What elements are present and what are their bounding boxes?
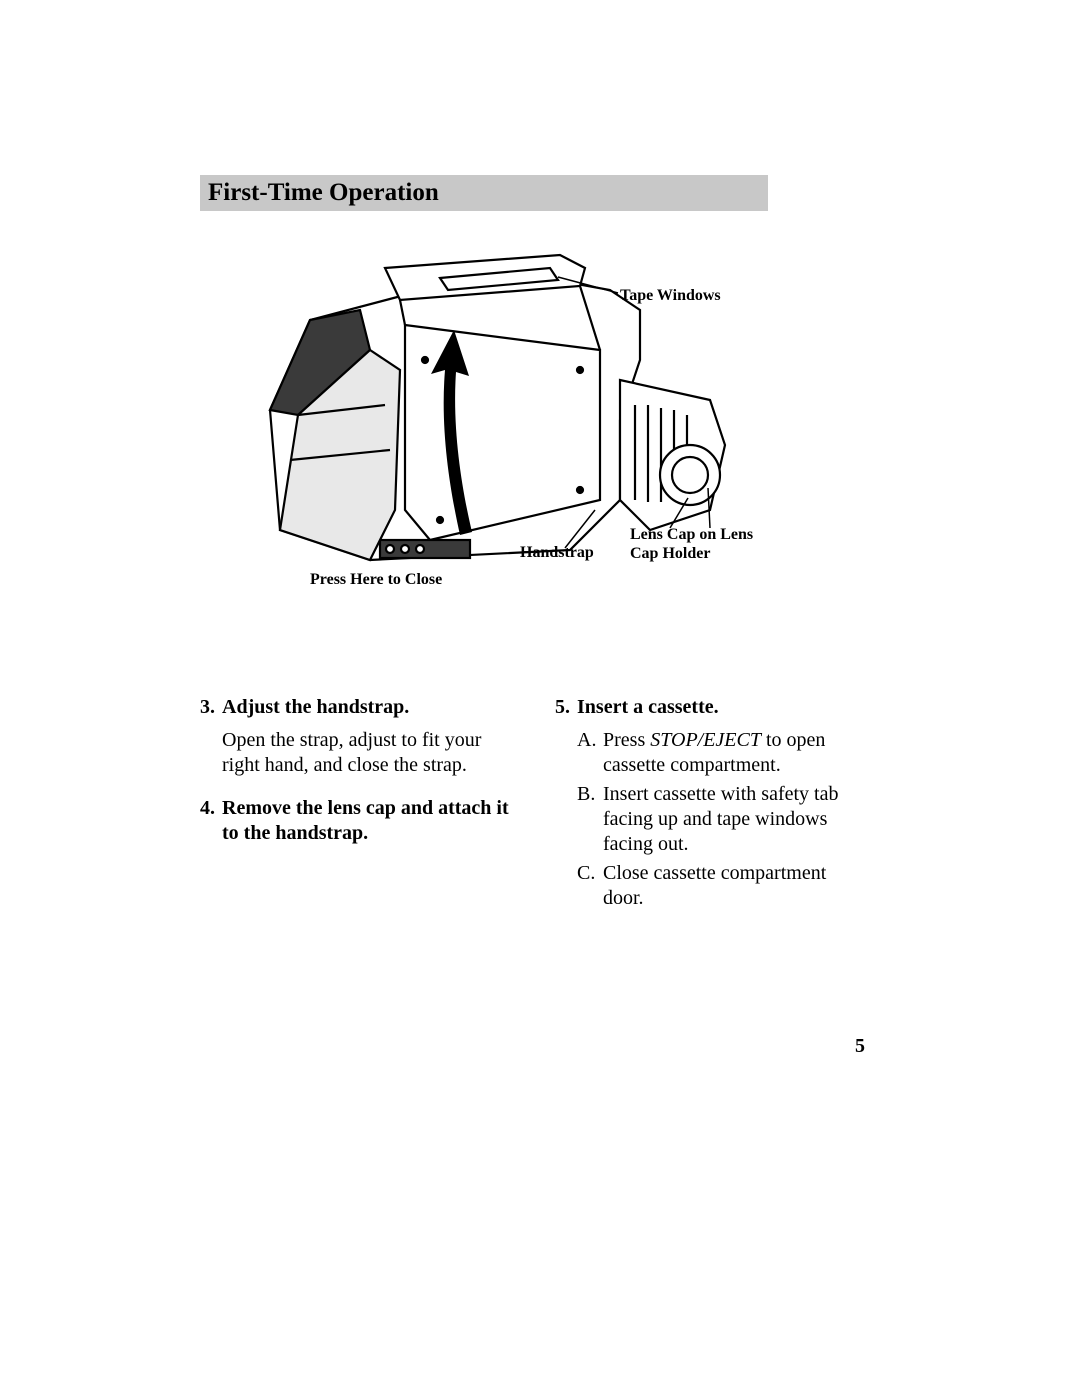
label-tape-windows: Tape Windows xyxy=(620,286,721,305)
left-column: 3. Adjust the handstrap. Open the strap,… xyxy=(200,695,515,915)
step-5-title: Insert a cassette. xyxy=(577,695,719,720)
step-4-heading: 4. Remove the lens cap and attach it to … xyxy=(200,796,515,846)
step-5a: A. Press STOP/EJECT to open cassette com… xyxy=(577,728,870,778)
step-3-number: 3. xyxy=(200,695,222,720)
step-5c-letter: C. xyxy=(577,861,603,911)
step-5c-text: Close cassette compartment door. xyxy=(603,861,870,911)
step-5b: B. Insert cassette with safety tab facin… xyxy=(577,782,870,857)
section-title: First-Time Operation xyxy=(208,179,439,207)
step-5-sublist: A. Press STOP/EJECT to open cassette com… xyxy=(577,728,870,911)
step-5a-prefix: Press xyxy=(603,729,650,751)
step-5c: C. Close cassette compartment door. xyxy=(577,861,870,911)
camcorder-diagram: Tape Windows Lens Cap on Lens Cap Holder… xyxy=(240,250,780,610)
label-lens-cap: Lens Cap on Lens Cap Holder xyxy=(630,525,753,563)
label-press-here: Press Here to Close xyxy=(310,570,442,589)
step-5-heading: 5. Insert a cassette. xyxy=(555,695,870,720)
step-4-number: 4. xyxy=(200,796,222,846)
step-5b-letter: B. xyxy=(577,782,603,857)
section-header: First-Time Operation xyxy=(200,175,768,211)
step-5a-letter: A. xyxy=(577,728,603,778)
label-handstrap: Handstrap xyxy=(520,543,594,562)
manual-page: First-Time Operation xyxy=(0,0,1080,1397)
step-5a-text: Press STOP/EJECT to open cassette compar… xyxy=(603,728,870,778)
step-3-body: Open the strap, adjust to fit your right… xyxy=(222,728,515,778)
step-5b-text: Insert cassette with safety tab facing u… xyxy=(603,782,870,857)
page-number: 5 xyxy=(855,1035,865,1058)
right-column: 5. Insert a cassette. A. Press STOP/EJEC… xyxy=(555,695,870,915)
instruction-columns: 3. Adjust the handstrap. Open the strap,… xyxy=(200,695,870,915)
step-3-heading: 3. Adjust the handstrap. xyxy=(200,695,515,720)
step-4-title: Remove the lens cap and attach it to the… xyxy=(222,796,515,846)
step-5a-italic: STOP/EJECT xyxy=(650,729,761,751)
step-3-title: Adjust the handstrap. xyxy=(222,695,409,720)
step-5-number: 5. xyxy=(555,695,577,720)
